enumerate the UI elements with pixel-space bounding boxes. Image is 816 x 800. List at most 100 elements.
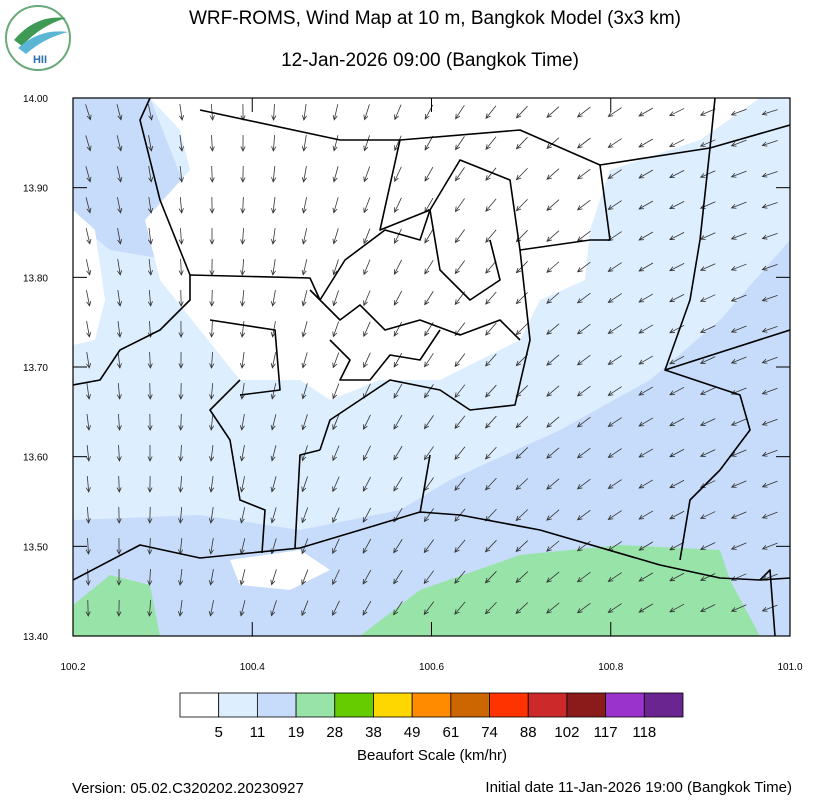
wind-arrow (86, 383, 92, 400)
wind-arrow (86, 321, 92, 338)
colorbar-label: 49 (404, 724, 421, 741)
wind-arrow (607, 169, 622, 179)
wind-arrow (699, 573, 716, 581)
wind-arrow (669, 603, 685, 613)
wind-arrow (270, 507, 277, 524)
wind-arrow (393, 570, 403, 585)
wind-arrow (484, 446, 497, 460)
wind-arrow (699, 294, 716, 302)
wind-arrow (393, 259, 402, 275)
wind-arrow (116, 352, 122, 369)
color-box (527, 692, 568, 718)
wind-arrow (301, 507, 309, 524)
wind-arrow (515, 105, 528, 119)
wind-arrow (85, 475, 91, 493)
wind-arrow (178, 351, 184, 369)
wind-arrow (362, 476, 372, 492)
wind-arrow (761, 449, 778, 457)
map-area (73, 98, 790, 636)
wind-arrow (515, 447, 529, 460)
wind-arrow (484, 601, 497, 615)
wind-arrow (424, 384, 434, 399)
color-box (295, 692, 336, 718)
wind-arrow (332, 569, 340, 586)
wind-arrow (332, 104, 339, 121)
wind-arrow (669, 293, 685, 303)
wind-arrow (484, 539, 497, 553)
y-tick-label: 14.00 (23, 94, 48, 105)
wind-arrow (515, 136, 528, 150)
wind-arrow (240, 290, 246, 307)
wind-arrow (332, 290, 339, 307)
colorbar-label: 5 (215, 724, 223, 741)
wind-arrow (669, 355, 685, 365)
boundary (759, 569, 776, 636)
wind-arrow (240, 165, 246, 183)
wind-arrow (454, 260, 466, 275)
wind-arrow (607, 324, 622, 334)
wind-arrow (638, 169, 654, 179)
color-box (643, 692, 684, 718)
wind-arrow (332, 352, 340, 369)
version: Version: 05.02.C320202.20230927 (72, 780, 304, 797)
wind-arrow (424, 228, 434, 244)
wind-arrow (363, 197, 371, 214)
wind-arrow (638, 107, 654, 117)
wind-arrow (607, 510, 622, 520)
wind-arrow (239, 569, 246, 586)
wind-arrow (638, 324, 654, 334)
wind-arrow (423, 601, 435, 616)
wind-arrow (669, 448, 685, 458)
wind-zone (73, 240, 790, 636)
wind-zone (230, 550, 330, 590)
wind-arrow (147, 104, 154, 121)
wind-arrow (240, 321, 246, 338)
wind-arrow (239, 600, 246, 617)
wind-arrow (85, 537, 91, 555)
wind-arrow (546, 354, 560, 366)
wind-arrow (638, 355, 654, 365)
wind-arrow (209, 196, 215, 214)
colorbar-label: 28 (326, 724, 343, 741)
wind-arrow (669, 262, 685, 272)
wind-arrow (393, 445, 403, 461)
wind-arrow (301, 166, 307, 183)
wind-arrow (638, 138, 654, 148)
wind-arrow (638, 293, 654, 303)
wind-arrow (576, 602, 591, 614)
wind-arrow (147, 475, 153, 493)
wind-arrow (761, 604, 778, 612)
wind-arrow (178, 289, 184, 307)
colorbar-label: 117 (594, 724, 618, 741)
wind-arrow (393, 539, 403, 554)
boundary (319, 159, 611, 301)
wind-arrow (85, 228, 92, 245)
wind-arrow (208, 507, 214, 524)
wind-arrow (515, 167, 528, 181)
colorbar: 5 11 19 28 38 49 61 74 88 102 117 118 (179, 692, 684, 741)
wind-arrow (638, 572, 654, 582)
wind-arrow (730, 542, 747, 550)
boundary (139, 98, 191, 276)
wind-arrow (178, 196, 184, 214)
wind-arrow (301, 476, 309, 493)
wind-arrow (699, 170, 716, 178)
wind-arrow (669, 170, 685, 179)
wind-arrow (546, 385, 560, 397)
wind-arrow (208, 600, 214, 617)
wind-arrow (301, 259, 308, 276)
wind-arrow (362, 507, 372, 523)
wind-arrow (85, 197, 92, 214)
wind-arrow (301, 135, 307, 152)
y-tick-label: 13.60 (23, 453, 48, 464)
wind-arrow (546, 137, 560, 149)
wind-arrow (730, 480, 747, 488)
wind-arrow (301, 228, 308, 245)
wind-arrow (271, 134, 277, 152)
color-box (373, 692, 413, 718)
wind-arrow (730, 170, 747, 178)
wind-arrow (454, 539, 466, 553)
wind-arrow (148, 166, 154, 183)
wind-arrow (209, 414, 215, 431)
wind-arrow (576, 292, 591, 304)
